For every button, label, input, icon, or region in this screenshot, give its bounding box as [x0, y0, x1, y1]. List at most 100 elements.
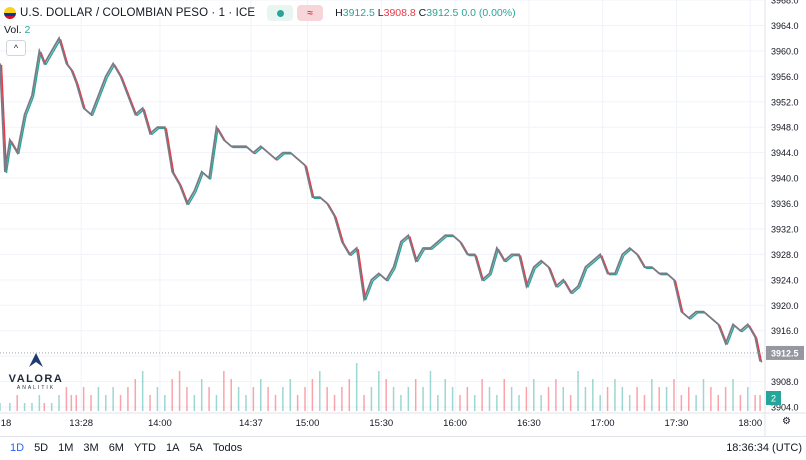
price-segment: [475, 255, 485, 282]
price-point: [282, 152, 284, 154]
price-point: [97, 94, 99, 96]
volume-bar: [724, 387, 727, 411]
volume-bar: [230, 379, 232, 411]
price-series: [0, 35, 763, 363]
approx-data-icon[interactable]: ≈: [297, 5, 324, 21]
price-segment: [165, 128, 175, 174]
volume-bar: [717, 395, 720, 411]
price-point: [112, 63, 114, 65]
range-1d[interactable]: 1D: [10, 442, 25, 454]
price-point: [607, 272, 609, 274]
price-segment: [409, 236, 418, 263]
bottom-toolbar: 1D 5D 1M 3M 6M YTD 1A 5A Todos 18:36:34 (UTC): [0, 436, 806, 460]
y-tick-label: 3916.0: [771, 326, 799, 336]
volume-bar: [311, 379, 314, 411]
last-price-badge: [766, 345, 804, 360]
price-segment: [586, 261, 595, 269]
price-point: [334, 215, 336, 217]
collapse-legend-button[interactable]: ^: [6, 40, 26, 56]
volume-bar: [651, 379, 653, 411]
range-5d[interactable]: 5D: [34, 442, 49, 454]
price-segment: [571, 286, 581, 295]
price-point: [193, 190, 195, 192]
volume-bar: [759, 395, 761, 411]
range-ytd[interactable]: YTD: [133, 442, 156, 454]
range-5a[interactable]: 5A: [189, 442, 203, 454]
price-segment: [726, 325, 736, 345]
volume-bar: [75, 395, 78, 411]
symbol-title[interactable]: U.S. DOLLAR / COLOMBIAN PESO · 1 · ICE: [20, 7, 256, 19]
price-segment: [335, 217, 345, 244]
price-point: [459, 241, 461, 243]
market-open-icon[interactable]: [267, 5, 294, 21]
clock-readout[interactable]: 18:36:34 (UTC): [726, 442, 802, 454]
price-point: [58, 37, 60, 39]
price-segment: [755, 338, 763, 363]
volume-bar: [200, 379, 203, 411]
price-segment: [209, 128, 219, 180]
volume-bar: [355, 363, 358, 411]
volume-bar: [628, 395, 631, 411]
price-segment: [143, 109, 153, 135]
price-point: [452, 234, 454, 236]
y-tick-label: 3904.0: [771, 403, 799, 413]
close-value: 3912.5: [426, 7, 459, 19]
range-3m[interactable]: 3M: [83, 442, 99, 454]
price-segment: [32, 51, 42, 97]
price-point: [599, 253, 601, 255]
volume-bar: [710, 387, 712, 411]
volume-bar: [665, 387, 668, 411]
time-range-selector: 1D 5D 1M 3M 6M YTD 1A 5A Todos: [10, 442, 242, 454]
price-point: [407, 234, 409, 236]
settings-icon[interactable]: ⚙: [782, 416, 791, 427]
price-segment: [372, 274, 381, 282]
y-tick-label: 3936.0: [771, 199, 799, 209]
price-point: [548, 266, 550, 268]
volume-bar: [43, 403, 46, 411]
volume-value: 2: [24, 24, 31, 36]
volume-bar: [363, 395, 365, 411]
valora-logo: VALORA ANALITIK: [6, 352, 66, 391]
price-point: [511, 253, 513, 255]
volume-bar: [385, 379, 387, 411]
price-point: [629, 247, 631, 249]
price-point: [570, 292, 572, 294]
volume-bar: [592, 379, 594, 411]
volume-bar: [518, 395, 520, 411]
volume-bar: [341, 387, 343, 411]
price-point: [171, 171, 173, 173]
range-1a[interactable]: 1A: [165, 442, 180, 454]
volume-bar: [451, 387, 454, 411]
volume-label: Vol.: [4, 24, 22, 36]
volume-bar: [65, 387, 68, 411]
price-point: [179, 183, 181, 185]
y-tick-label: 3940.0: [771, 174, 799, 184]
price-line: [0, 35, 761, 362]
volume-bar: [141, 371, 144, 411]
volume-bar: [58, 395, 60, 411]
price-point: [651, 266, 653, 268]
price-point: [643, 266, 645, 268]
volume-bar: [658, 387, 660, 411]
price-point: [38, 50, 40, 52]
volume-bar: [577, 371, 579, 411]
y-tick-label: 3956.0: [771, 72, 799, 82]
price-point: [533, 266, 535, 268]
price-segment: [519, 255, 529, 288]
price-segment: [18, 115, 27, 154]
range-todos[interactable]: Todos: [212, 442, 243, 454]
price-segment: [623, 248, 632, 257]
change-value: 0.0 (0.00%): [461, 7, 516, 19]
price-point: [274, 158, 276, 160]
price-segment: [483, 274, 492, 282]
range-6m[interactable]: 6M: [108, 442, 124, 454]
volume-bar: [739, 395, 742, 411]
volume-bar: [496, 395, 498, 411]
price-point: [754, 336, 756, 338]
volume-bar: [636, 387, 638, 411]
logo-name: VALORA: [8, 373, 64, 385]
low-value: 3908.8: [383, 7, 416, 19]
range-1m[interactable]: 1M: [58, 442, 74, 454]
price-point: [341, 241, 343, 243]
